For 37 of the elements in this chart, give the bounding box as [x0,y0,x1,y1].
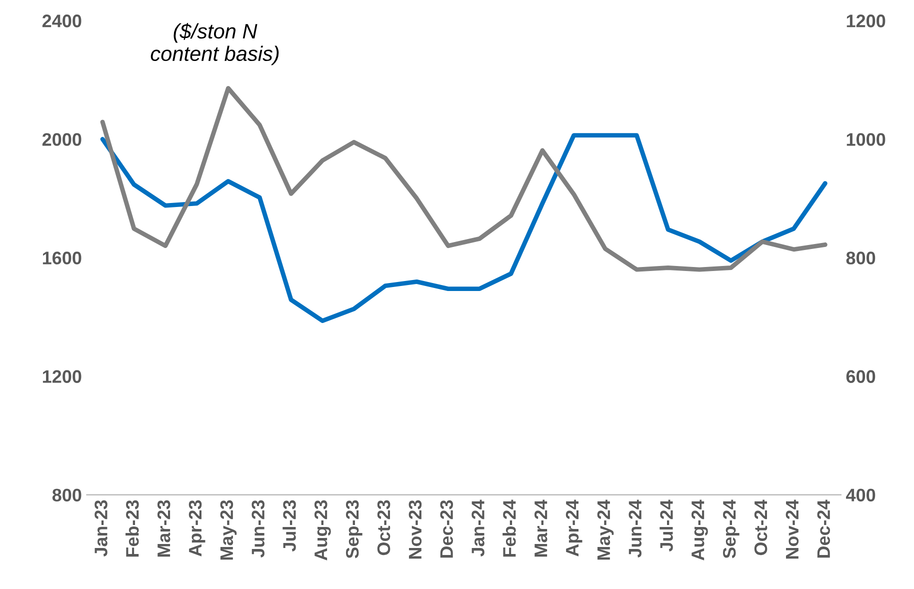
y2-tick-label: 400 [846,488,876,502]
x-tick-label: Nov-23 [408,500,422,559]
x-tick-label: Apr-24 [566,500,582,556]
line-series [100,133,828,324]
y-tick-label: 2000 [42,133,82,146]
y-tick-label: 2400 [42,14,82,28]
x-tick-label: Jun-23 [252,500,265,558]
x-tick-label: Jan-23 [94,500,108,557]
x-tick-label: Feb-23 [126,500,139,557]
x-tick-label: Sep-24 [722,500,740,558]
x-tick-label: Mar-23 [157,500,170,557]
x-tick-label: Oct-24 [754,500,768,556]
y2-tick-label: 1200 [846,14,886,28]
x-tick-label: Nov-24 [786,500,799,559]
x-tick-label: Aug-23 [314,500,331,560]
x-tick-label: Mar-24 [534,500,548,557]
y2-tick-label: 800 [846,252,876,264]
x-tick-label: Sep-23 [346,500,362,558]
annotation: ($/ston N content basis) [150,22,279,66]
x-tick-label: Aug-24 [691,500,708,560]
x-tick-label: Oct-23 [377,500,390,556]
y-tick-label: 1600 [42,252,82,264]
x-tick-label: Dec-23 [440,500,454,558]
x-tick-label: Jan-24 [472,500,484,557]
x-tick-label: Jul-23 [282,500,296,552]
x-tick-label: May-23 [220,500,237,560]
x-tick-label: Jun-24 [628,500,642,558]
x-tick-label: Apr-23 [188,500,206,556]
x-tick-label: Dec-24 [817,500,830,558]
y-tick-label: 800 [52,488,82,502]
x-tick-label: Jul-24 [660,500,673,552]
x-tick-label: May-24 [597,500,614,560]
y2-tick-label: 1000 [846,133,886,146]
line-series [100,86,828,272]
y2-tick-label: 600 [846,370,876,383]
y-tick-label: 1200 [42,370,82,383]
x-tick-label: Feb-24 [502,500,516,557]
